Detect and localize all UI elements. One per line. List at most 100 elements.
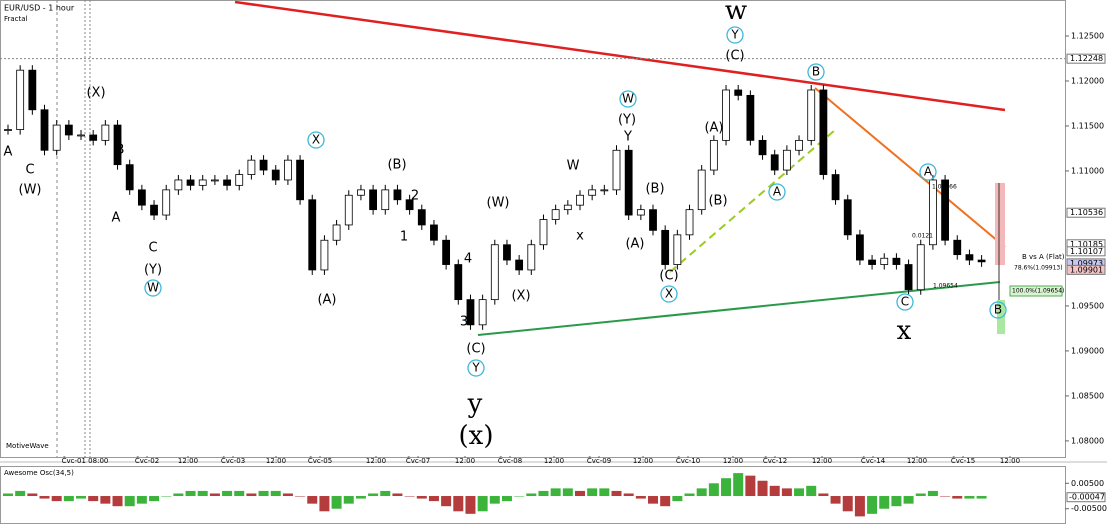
wave-label: y <box>467 389 483 419</box>
wave-label: 3 <box>460 315 468 330</box>
osc-bar <box>867 496 878 514</box>
candle <box>941 179 949 241</box>
fib-label: 1.09654 <box>933 283 958 290</box>
y-tick-label: 1.12500 <box>1071 31 1104 40</box>
x-tick-label: 12:00 <box>544 457 564 465</box>
candle <box>137 189 146 206</box>
candle <box>977 259 986 263</box>
price-marker-label: 1.10536 <box>1070 208 1103 217</box>
wave-circle <box>896 293 914 311</box>
wave-label: A <box>924 165 933 179</box>
wave-label: B <box>116 143 125 158</box>
wave-label: C <box>25 163 34 178</box>
wave-label: (C) <box>466 342 485 357</box>
wave-label: B <box>994 303 1002 317</box>
wave-label: (x) <box>459 421 494 451</box>
candle <box>649 209 657 231</box>
candle <box>576 194 584 206</box>
fib-box <box>1009 285 1063 297</box>
osc-bar <box>112 496 123 507</box>
osc-bar <box>282 493 293 497</box>
candle <box>442 239 451 265</box>
wave-label: x <box>576 229 584 244</box>
wave-label: X <box>312 133 320 147</box>
x-tick-label: Čvc-02 <box>135 456 159 465</box>
osc-bar <box>574 490 585 497</box>
x-tick-label: Čvc-14 <box>861 456 886 465</box>
osc-bar <box>733 473 744 497</box>
candle <box>393 189 402 201</box>
y-tick-label: -0.00500 <box>1071 504 1107 513</box>
candle <box>770 154 779 171</box>
wave-label: B <box>812 65 820 79</box>
x-tick-label: Čvc-03 <box>221 456 245 465</box>
x-tick-label: Čvc-08 <box>498 456 522 465</box>
candle <box>381 189 390 211</box>
osc-bar <box>209 493 220 497</box>
price-marker <box>1066 53 1106 64</box>
indicator-name: Fractal <box>4 15 28 23</box>
candle <box>697 169 706 211</box>
wave-circle <box>807 63 825 81</box>
wave-label: A <box>4 145 13 160</box>
candle <box>223 179 231 186</box>
x-tick-label: Čvc-12 <box>763 456 787 465</box>
osc-bar <box>477 496 488 512</box>
wave-label: (B) <box>645 182 664 197</box>
candle <box>284 159 292 181</box>
candle <box>235 174 244 186</box>
candle <box>612 149 621 191</box>
osc-bar <box>818 493 829 497</box>
osc-bar <box>185 490 196 497</box>
candle <box>150 204 158 216</box>
candle <box>89 134 98 141</box>
osc-bar <box>63 496 74 502</box>
candle <box>661 229 670 265</box>
fib-label: 100.0%(1.09654) <box>1012 288 1064 295</box>
candle <box>831 174 840 201</box>
osc-bar <box>307 496 318 504</box>
trend-line <box>234 0 1006 112</box>
candle <box>624 149 633 216</box>
osc-bar <box>623 493 634 497</box>
candle <box>795 139 803 151</box>
osc-bar <box>794 488 805 497</box>
wave-label: Y <box>623 130 632 145</box>
candle <box>588 189 597 196</box>
osc-bar <box>27 493 38 497</box>
candle <box>125 164 134 191</box>
x-tick-label: Čvc-10 <box>676 456 700 465</box>
osc-bar <box>258 490 269 497</box>
candle <box>551 209 560 220</box>
candle <box>417 209 426 226</box>
osc-bar <box>124 496 135 507</box>
y-tick-label: 1.09500 <box>1071 301 1104 310</box>
candle <box>344 194 353 226</box>
x-tick-label: 12:00 <box>812 457 832 465</box>
osc-bar <box>343 496 354 504</box>
candle <box>819 89 828 175</box>
price-marker-label: 1.10185 <box>1070 240 1103 249</box>
osc-bar <box>538 490 549 497</box>
candle <box>892 257 901 265</box>
target-zone <box>995 183 1005 265</box>
wave-label: (A) <box>317 293 336 308</box>
osc-bar <box>684 493 695 497</box>
osc-bar <box>550 488 561 497</box>
osc-bar <box>903 496 914 504</box>
x-tick-label: Čvc-01 08:00 <box>62 456 109 465</box>
candle <box>174 179 183 191</box>
price-marker <box>1066 492 1106 503</box>
osc-title: Awesome Osc(34,5) <box>4 469 74 477</box>
trend-line <box>814 87 1006 248</box>
osc-bar <box>136 496 147 504</box>
candle <box>52 124 61 151</box>
candle <box>880 257 889 265</box>
osc-bar <box>246 493 257 497</box>
wave-circle <box>919 163 937 181</box>
wave-circle <box>467 359 485 377</box>
osc-bar <box>562 488 573 497</box>
wave-label: W <box>147 281 159 295</box>
y-tick-label: 1.12000 <box>1071 76 1104 85</box>
x-tick-label: 12:00 <box>907 457 927 465</box>
